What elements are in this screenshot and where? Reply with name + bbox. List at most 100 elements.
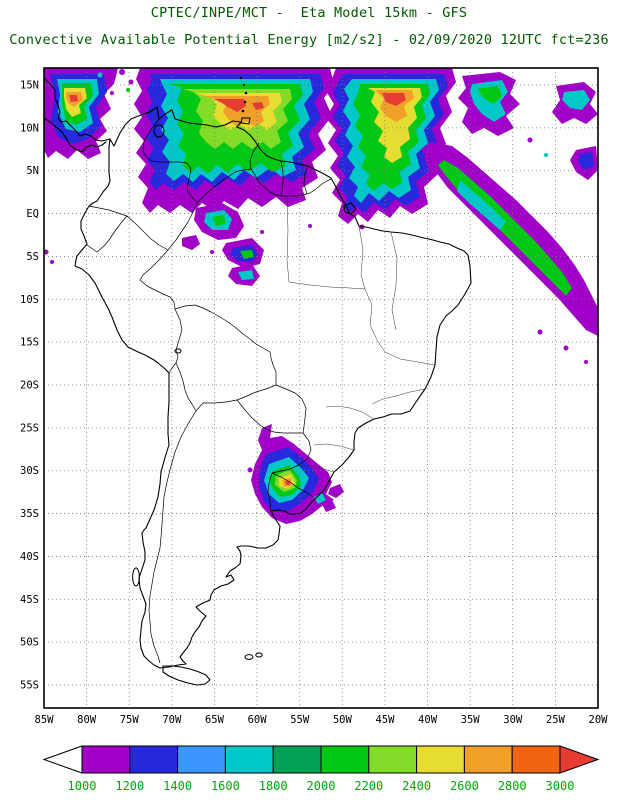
lon-tick-label: 55W [290,714,310,726]
cape-speck [308,224,312,228]
colorbar-cell [224,745,274,774]
cape-speck [527,137,533,143]
colorbar-tick-label: 2000 [307,779,336,793]
lon-tick-label: 25W [546,714,566,726]
colorbar-cell [129,745,179,774]
lat-tick-label: 25S [20,422,39,434]
cape-polygon [69,95,78,102]
lat-tick-label: 20S [20,379,39,391]
cape-polygon [212,215,226,226]
lon-tick-label: 80W [77,714,97,726]
south-america-coastline [74,106,472,669]
lat-tick-label: 15N [20,80,39,92]
cape-polygon [328,484,344,498]
lake-maracaibo [153,124,165,138]
lat-tick-label: 10N [20,122,39,134]
cape-speck [128,79,134,85]
cape-speck [260,230,264,234]
cape-speck [247,467,253,473]
lat-tick-label: 40S [20,551,39,563]
marajo-island-outline [343,202,357,215]
antilles-island-dot [241,109,245,113]
cape-speck [110,91,114,95]
cape-speck [544,153,548,157]
colorbar-tick-label: 1000 [68,779,97,793]
colorbar-tick-label: 1400 [163,779,192,793]
lon-tick-label: 40W [418,714,438,726]
cape-polygon [252,102,264,110]
cape-polygon [182,235,200,250]
lat-tick-label: 15S [20,337,39,349]
colorbar-tick-label: 1800 [259,779,288,793]
country-borders [86,118,332,664]
cape-polygon [457,180,506,230]
colorbar-cell [177,745,226,774]
cape-polygon [578,152,594,170]
colorbar-under-range-arrow [42,745,83,774]
colorbar-over-range-arrow [559,745,600,774]
grid-lines [43,68,599,708]
colorbar-tick-label: 1200 [115,779,144,793]
lat-tick-label: 10S [20,294,39,306]
cape-shading [43,68,598,524]
colorbar-tick-label: 2600 [450,779,479,793]
lat-tick-label: 5N [26,165,39,177]
lon-tick-label: 65W [205,714,225,726]
map-outlines [43,76,472,686]
trinidad-outline [240,117,251,125]
colorbar-tick-label: 2800 [498,779,527,793]
cape-polygon [322,500,336,512]
falkland-west-island [244,654,254,660]
colorbar-tick-label: 2400 [402,779,431,793]
cape-speck [210,250,214,254]
antilles-island-dot [243,100,247,104]
lat-tick-label: EQ [26,208,39,220]
chiloe-island [132,567,140,587]
cape-speck [97,72,103,78]
cape-polygon [382,93,406,106]
plot-title-line1: CPTEC/INPE/MCT - Eta Model 15km - GFS [150,5,468,21]
colorbar-cell [511,745,561,774]
lon-tick-label: 30W [503,714,523,726]
plot-title-line2: Convective Available Potential Energy [m… [9,32,609,48]
lat-tick-label: 35S [20,508,39,520]
falkland-east-island [255,652,263,658]
cape-polygon [238,270,254,280]
lon-tick-label: 45W [375,714,395,726]
cape-polygon [214,99,246,112]
antilles-island-dot [242,83,246,87]
cape-speck [119,69,125,75]
colorbar-tick-label: 2200 [354,779,383,793]
lat-tick-label: 45S [20,594,39,606]
cape-speck [50,260,54,264]
tierra-del-fuego-outline [162,665,211,686]
lon-tick-label: 70W [162,714,182,726]
lon-tick-label: 50W [333,714,353,726]
map-frame [43,67,599,709]
cape-polygon [285,481,290,485]
colorbar-cell [368,745,418,774]
colorbar-cell [81,745,131,774]
cape-polygon [240,250,254,259]
cape-polygon [562,90,590,110]
lake-titicaca [174,348,182,354]
lon-tick-label: 35W [461,714,481,726]
colorbar-tick-label: 3000 [546,779,575,793]
colorbar-cell [416,745,465,774]
axis-tick-labels: 15N 10N 5N EQ 5S 10S 15S 20S 25S 30S 35S 40S 45S 50S 5… [20,80,608,727]
lon-tick-label: 60W [248,714,268,726]
cape-polygon [438,160,572,296]
colorbar-cell [272,745,322,774]
cape-polygon [314,493,326,504]
lon-tick-label: 20W [589,714,609,726]
lat-tick-label: 50S [20,637,39,649]
state-borders [286,195,436,473]
lat-tick-label: 5S [26,251,39,263]
colorbar: 1000 1200 1400 1600 1800 2000 2200 2400 2600 2800… [42,745,600,793]
cape-polygon [478,86,502,104]
lon-tick-label: 85W [35,714,55,726]
lat-tick-label: 30S [20,465,39,477]
antilles-island-dot [244,91,248,95]
